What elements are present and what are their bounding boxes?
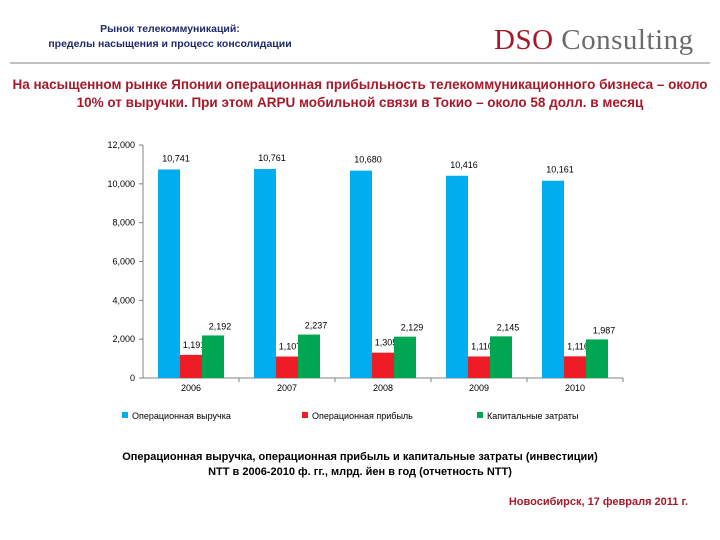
data-label: 10,416 — [450, 160, 478, 170]
y-tick-label: 0 — [130, 373, 135, 383]
y-tick-label: 6,000 — [112, 257, 135, 267]
slide-headline: На насыщенном рынке Японии операционная … — [12, 77, 708, 110]
bar-3-2009 — [490, 336, 512, 378]
bar-3-2006 — [202, 335, 224, 378]
y-tick-label: 2,000 — [112, 334, 135, 344]
header-divider — [10, 62, 710, 64]
bar-1-2006 — [158, 169, 180, 378]
data-label: 1,110 — [471, 341, 493, 351]
bar-1-2007 — [254, 169, 276, 378]
legend-swatch-3 — [477, 412, 483, 418]
data-label: 1,116 — [567, 341, 589, 351]
company-logo: DSO Consulting — [494, 24, 694, 57]
data-label: 10,680 — [354, 155, 382, 165]
data-label: 10,761 — [258, 153, 286, 163]
x-tick-label: 2006 — [181, 383, 201, 393]
bar-2-2009 — [468, 356, 490, 378]
y-tick-label: 12,000 — [107, 140, 135, 150]
data-label: 1,191 — [183, 340, 206, 350]
legend-label-3: Капитальные затраты — [487, 411, 579, 421]
y-tick-label: 8,000 — [112, 218, 135, 228]
data-label: 2,129 — [401, 323, 424, 333]
bar-1-2008 — [350, 170, 372, 378]
data-label: 1,107 — [279, 342, 302, 352]
legend-label-1: Операционная выручка — [132, 411, 231, 421]
data-label: 10,161 — [546, 165, 574, 175]
bar-2-2007 — [276, 356, 298, 378]
bar-3-2010 — [586, 339, 608, 378]
x-tick-label: 2008 — [373, 383, 393, 393]
data-label: 10,741 — [162, 153, 190, 163]
bar-3-2008 — [394, 336, 416, 378]
y-tick-label: 4,000 — [112, 295, 135, 305]
logo-consulting: Consulting — [553, 24, 694, 56]
chart-caption: Операционная выручка, операционная прибы… — [60, 450, 660, 480]
subtitle-line-1: Рынок телекоммуникаций: — [100, 23, 240, 35]
subtitle-line-2: пределы насыщения и процесс консолидации — [48, 38, 292, 50]
bar-2-2010 — [564, 356, 586, 378]
footer-date: Новосибирск, 17 февраля 2011 г. — [508, 496, 688, 508]
data-label: 1,987 — [593, 325, 616, 335]
x-tick-label: 2010 — [565, 383, 585, 393]
bar-1-2009 — [446, 175, 468, 378]
legend-label-2: Операционная прибыль — [312, 411, 413, 421]
presentation-subtitle: Рынок телекоммуникаций: пределы насыщени… — [20, 22, 320, 52]
caption-line-1: Операционная выручка, операционная прибы… — [122, 451, 598, 463]
bar-2-2006 — [180, 354, 202, 378]
x-tick-label: 2007 — [277, 383, 297, 393]
data-label: 2,192 — [209, 321, 232, 331]
data-label: 2,145 — [497, 322, 520, 332]
data-label: 1,305 — [375, 338, 398, 348]
bar-3-2007 — [298, 334, 320, 378]
bar-2-2008 — [372, 352, 394, 378]
legend-swatch-1 — [122, 412, 128, 418]
data-label: 2,237 — [305, 321, 328, 331]
caption-line-2: NTT в 2006-2010 ф. гг., млрд. йен в год … — [208, 466, 512, 478]
logo-dso: DSO — [494, 24, 554, 56]
legend-swatch-2 — [302, 412, 308, 418]
y-tick-label: 10,000 — [107, 179, 135, 189]
bar-1-2010 — [542, 180, 564, 378]
x-tick-label: 2009 — [469, 383, 489, 393]
